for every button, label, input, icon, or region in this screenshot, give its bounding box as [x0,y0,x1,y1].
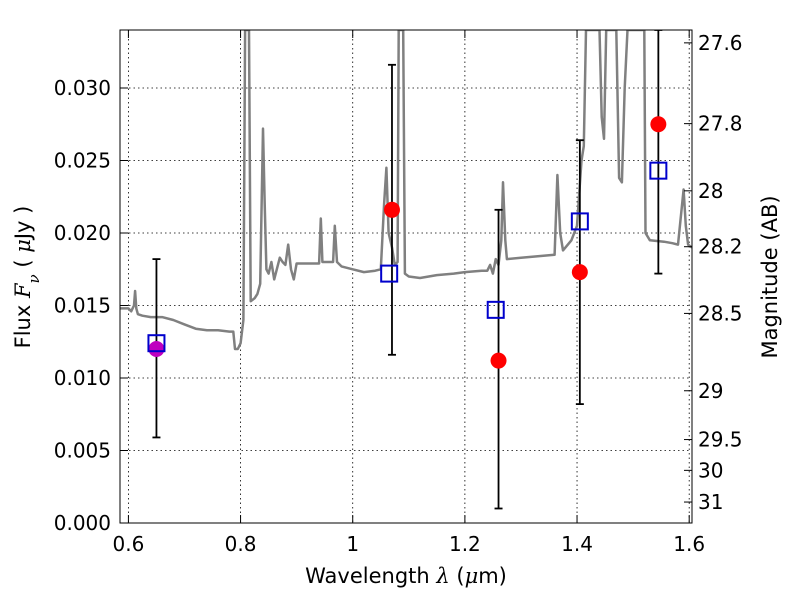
model-square [380,264,399,283]
y2-axis-ticks: 27.6 27.8 28 28.2 28.5 29 29.5 30 31 [684,31,743,514]
x-tick-label: 1.4 [561,532,593,556]
y2-tick-label: 28 [698,179,723,203]
model-square [486,300,505,319]
observed-point [650,116,667,133]
y-tick-label: 0.025 [54,149,111,173]
x-tick-label: 1.6 [673,532,705,556]
y2-tick-label: 30 [698,458,723,482]
y-axis-label: Flux Fν ( μJy ) [11,206,43,349]
observed-points [148,116,667,369]
y-tick-label: 0.010 [54,366,111,390]
y2-tick-label: 28.2 [698,235,743,259]
y-tick-label: 0.020 [54,221,111,245]
spectrum-series [120,30,692,351]
model-square [649,161,668,180]
y2-tick-label: 27.8 [698,112,743,136]
x-tick-label: 0.8 [225,532,257,556]
y2-tick-label: 29 [698,379,723,403]
y-tick-label: 0.005 [54,439,111,463]
observed-point [490,352,507,369]
y-axis-ticks: 0.000 0.005 0.010 0.015 0.020 0.025 0.030 [54,76,128,535]
x-tick-label: 1.2 [449,532,481,556]
observed-point [571,264,588,281]
x-tick-label: 0.6 [113,532,145,556]
observed-point [148,341,165,357]
model-square [147,334,166,353]
y2-axis-label: Magnitude (AB) [758,195,782,358]
model-square [570,212,589,231]
y-tick-label: 0.030 [54,76,111,100]
x-axis-label: Wavelength λ (μm) [305,564,507,588]
y-tick-label: 0.015 [54,294,111,318]
x-tick-label: 1 [346,532,359,556]
observed-point [383,201,400,218]
y2-tick-label: 27.6 [698,31,743,55]
y2-tick-label: 28.5 [698,301,743,325]
y2-tick-label: 31 [698,490,723,514]
y2-tick-label: 29.5 [698,428,743,452]
model-squares [147,161,668,353]
y-tick-label: 0.000 [54,511,111,535]
spectrum-line [120,30,692,351]
plot-area [120,30,692,523]
x-axis-ticks: 0.6 0.8 1 1.2 1.4 1.6 [113,30,705,556]
axes-frame [119,29,693,524]
